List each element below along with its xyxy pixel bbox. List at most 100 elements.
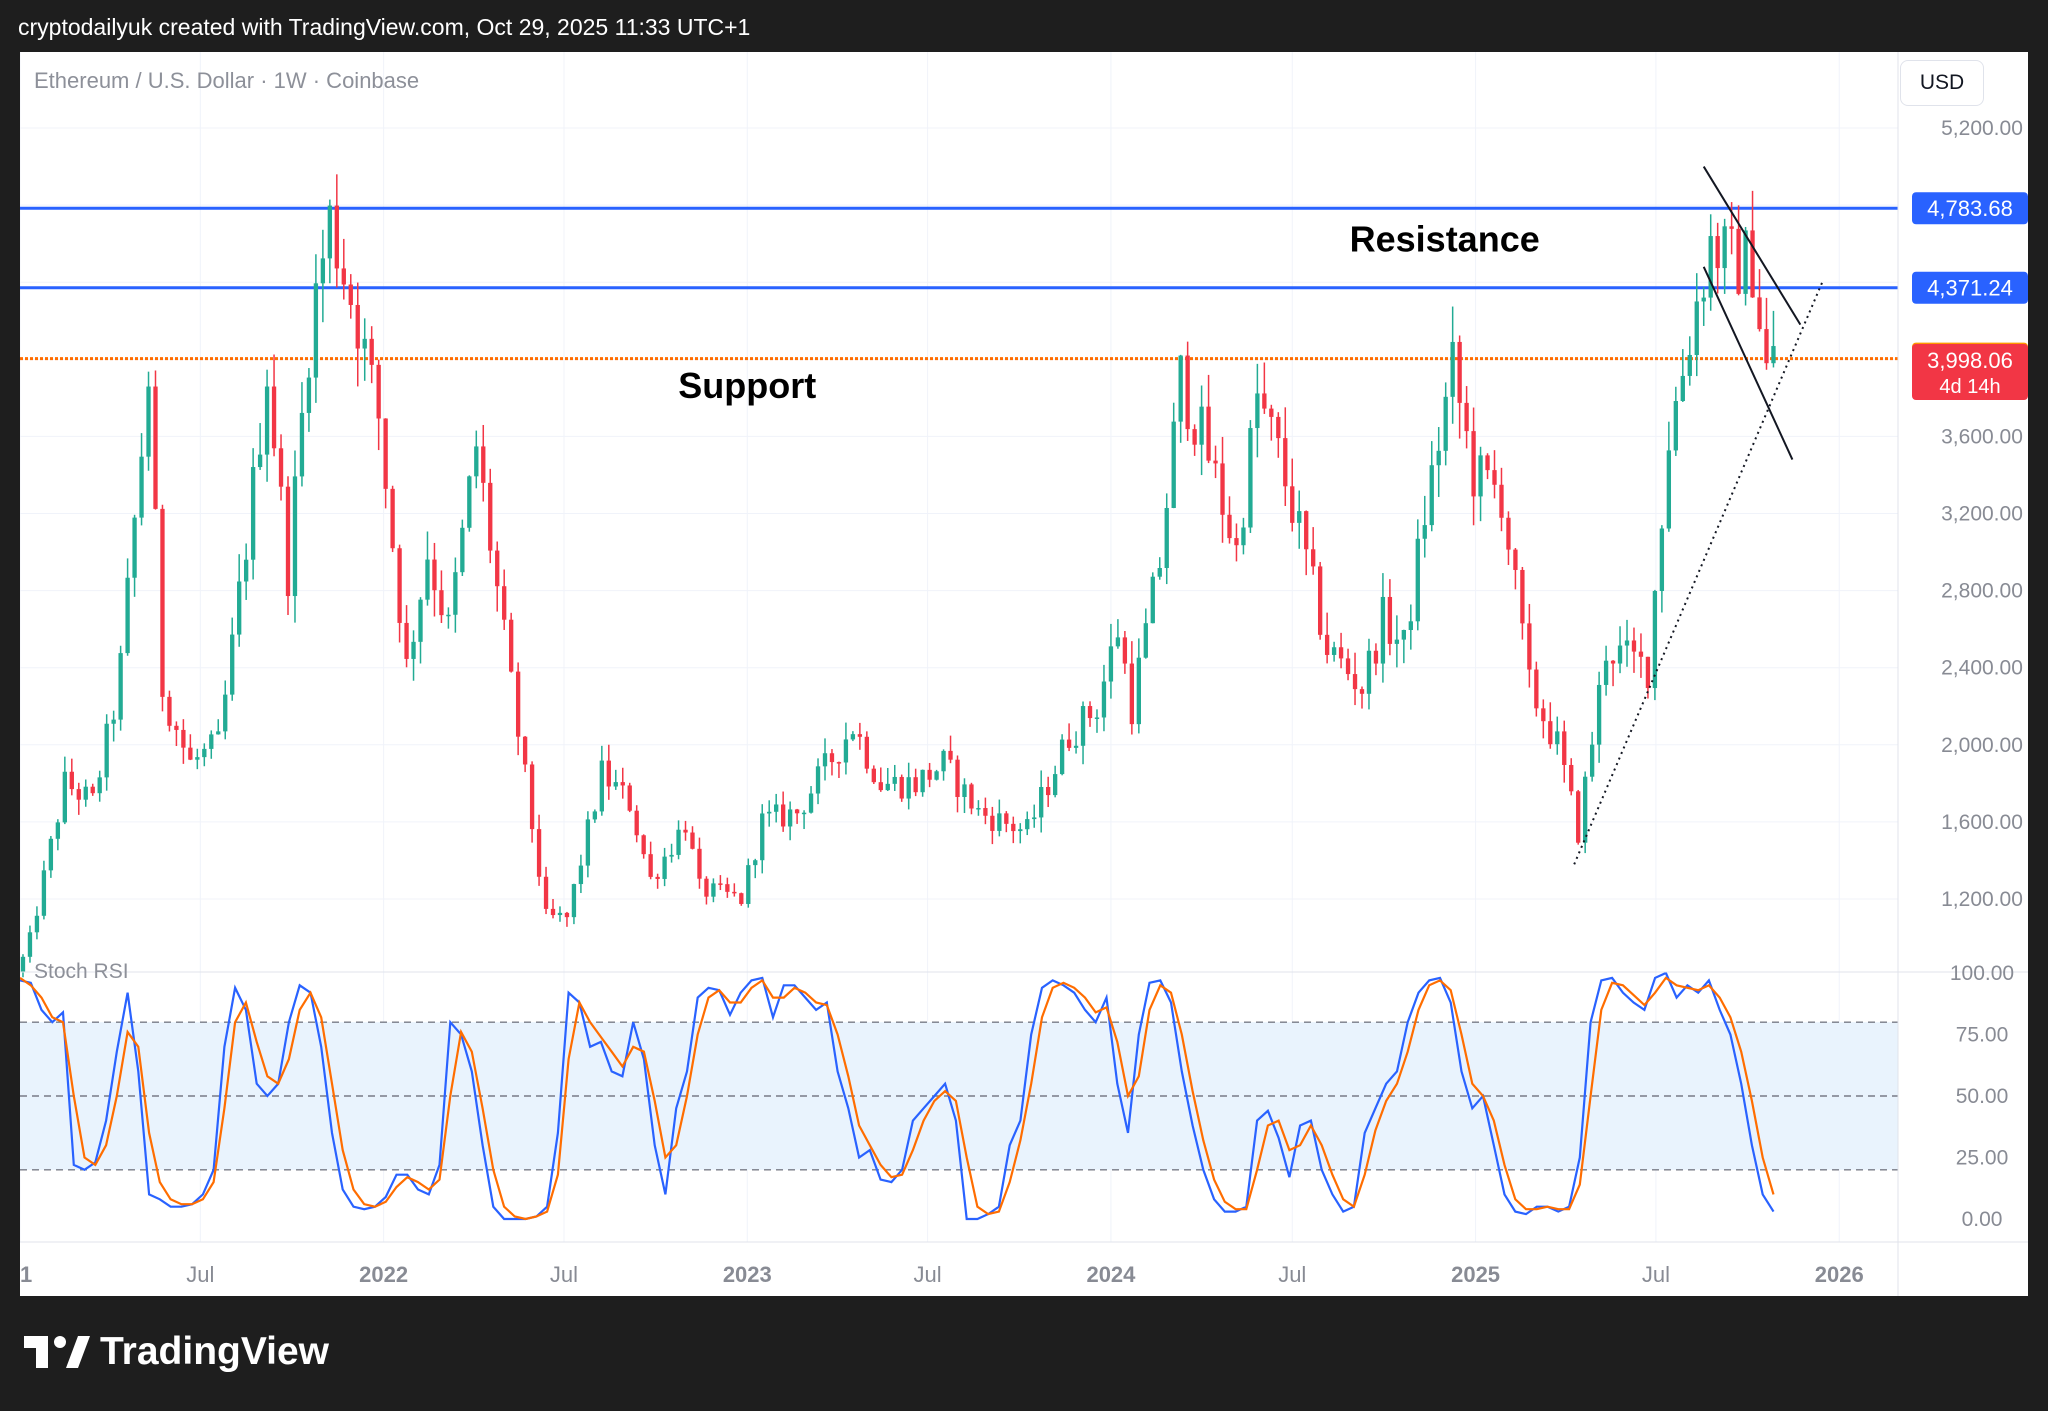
candle-body	[174, 725, 179, 730]
candle-body	[146, 386, 151, 457]
candle-body	[495, 550, 500, 587]
candle-body	[425, 559, 430, 600]
candle-body	[160, 508, 165, 697]
candle-body	[1025, 819, 1030, 830]
candle-body	[1757, 297, 1762, 330]
candles-layer	[20, 174, 1776, 978]
candle-body	[97, 777, 102, 794]
candle-body	[1052, 774, 1058, 796]
time-tick-label: Jul	[1278, 1262, 1306, 1287]
stoch-rsi-title[interactable]: Stoch RSI	[34, 960, 129, 983]
candle-body	[913, 777, 918, 793]
candle-body	[481, 446, 486, 483]
candle-body	[1073, 745, 1079, 748]
candle-body	[104, 723, 109, 778]
candle-body	[362, 338, 367, 349]
candle-body	[655, 876, 660, 879]
candle-body	[125, 577, 130, 654]
candle-body	[27, 932, 33, 957]
candle-body	[1387, 596, 1393, 644]
candle-body	[76, 789, 81, 800]
time-tick-label: Jul	[550, 1262, 578, 1287]
candle-body	[320, 258, 326, 284]
price-tick-label: 1,200.00	[1941, 888, 2023, 911]
candle-body	[188, 747, 193, 760]
candle-body	[1764, 329, 1769, 364]
candle-body	[739, 893, 744, 904]
candle-body	[1485, 455, 1490, 471]
candle-body	[585, 819, 591, 866]
candle-body	[1122, 637, 1128, 664]
candle-body	[118, 653, 123, 720]
candle-body	[1708, 236, 1713, 298]
candle-body	[850, 734, 856, 740]
chart-svg: 5,200.004,800.004,400.004,000.003,600.00…	[20, 52, 2028, 1296]
candle-body	[948, 750, 953, 760]
time-tick-label: 2022	[359, 1262, 408, 1287]
candle-body	[1541, 708, 1546, 722]
candle-body	[780, 804, 786, 827]
candle-body	[1199, 406, 1204, 445]
candle-body	[983, 808, 988, 816]
candle-body	[1750, 230, 1755, 298]
candle-body	[181, 729, 186, 748]
time-tick-label: Jul	[914, 1262, 942, 1287]
candle-body	[1534, 669, 1539, 709]
chart-panel[interactable]: 5,200.004,800.004,400.004,000.003,600.00…	[20, 52, 2028, 1296]
candle-body	[195, 757, 200, 760]
candle-body	[1520, 569, 1525, 624]
candle-body	[725, 884, 730, 892]
candle-body	[1617, 645, 1623, 664]
candle-body	[746, 865, 751, 904]
candle-body	[1283, 438, 1288, 487]
candle-body	[167, 696, 172, 726]
candle-body	[369, 338, 374, 365]
time-tick-label: Jul	[1642, 1262, 1670, 1287]
candle-body	[474, 446, 479, 477]
candle-body	[941, 750, 946, 772]
tradingview-logo[interactable]: TradingView	[22, 1330, 329, 1374]
candle-body	[787, 809, 793, 827]
candle-body	[1513, 549, 1518, 570]
candle-body	[1004, 813, 1009, 824]
candle-body	[509, 619, 514, 672]
candle-body	[1311, 549, 1316, 567]
candle-body	[446, 614, 451, 617]
candle-body	[662, 856, 667, 879]
candle-body	[1345, 658, 1351, 675]
time-tick-label: 2025	[1451, 1262, 1500, 1287]
candle-body	[411, 641, 416, 659]
candle-body	[1624, 640, 1630, 646]
candle-body	[132, 517, 137, 578]
candle-body	[230, 634, 235, 695]
candle-body	[1059, 739, 1065, 775]
candle-body	[1262, 393, 1267, 409]
candle-body	[1248, 428, 1253, 528]
price-badge-label: 4,783.68	[1927, 196, 2013, 221]
candle-body	[1108, 646, 1114, 682]
candle-body	[69, 771, 74, 790]
candle-body	[599, 760, 604, 812]
candle-body	[1610, 660, 1616, 664]
candle-body	[760, 813, 765, 861]
candle-body	[1659, 528, 1665, 591]
symbol-title[interactable]: Ethereum / U.S. Dollar · 1W · Coinbase	[34, 68, 420, 93]
time-tick-label: Jul	[186, 1262, 214, 1287]
candle-body	[927, 769, 932, 780]
candle-body	[529, 764, 535, 830]
candle-body	[997, 813, 1002, 831]
candle-body	[1032, 817, 1037, 820]
candle-body	[627, 785, 632, 811]
candle-body	[1066, 739, 1072, 748]
candle-body	[1331, 647, 1337, 655]
candle-body	[1450, 341, 1455, 397]
candle-body	[794, 809, 800, 814]
candle-body	[1150, 576, 1155, 624]
candle-body	[857, 734, 863, 737]
candle-body	[334, 205, 339, 269]
candle-body	[383, 418, 388, 489]
candle-body	[1192, 429, 1197, 445]
currency-button[interactable]: USD	[1900, 60, 1984, 106]
price-tick-label: 3,600.00	[1941, 425, 2023, 448]
candle-body	[1408, 621, 1413, 631]
